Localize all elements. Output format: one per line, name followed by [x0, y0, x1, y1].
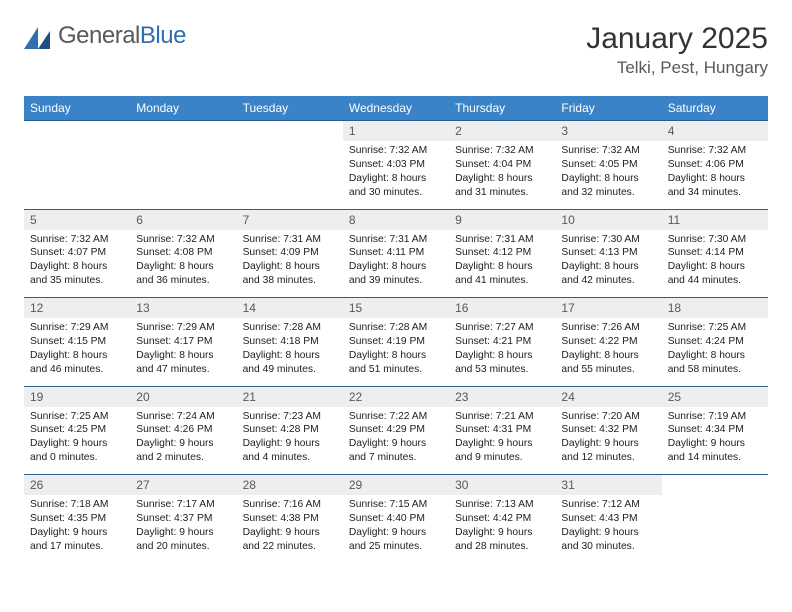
- day-number-row: 567891011: [24, 209, 768, 230]
- title-block: January 2025 Telki, Pest, Hungary: [586, 22, 768, 78]
- day-details-cell: Sunrise: 7:26 AM Sunset: 4:22 PM Dayligh…: [555, 318, 661, 386]
- day-details-cell: [24, 141, 130, 209]
- day-number-cell: 14: [237, 298, 343, 319]
- day-number-row: 19202122232425: [24, 386, 768, 407]
- day-number-cell: 5: [24, 209, 130, 230]
- day-details-cell: Sunrise: 7:27 AM Sunset: 4:21 PM Dayligh…: [449, 318, 555, 386]
- weekday-header: Friday: [555, 96, 661, 121]
- day-details-cell: [237, 141, 343, 209]
- day-details-row: Sunrise: 7:18 AM Sunset: 4:35 PM Dayligh…: [24, 495, 768, 563]
- day-details-cell: Sunrise: 7:29 AM Sunset: 4:17 PM Dayligh…: [130, 318, 236, 386]
- weekday-header: Tuesday: [237, 96, 343, 121]
- day-number-cell: 9: [449, 209, 555, 230]
- day-number-cell: 15: [343, 298, 449, 319]
- day-number-cell: [662, 475, 768, 496]
- day-details-cell: Sunrise: 7:12 AM Sunset: 4:43 PM Dayligh…: [555, 495, 661, 563]
- day-number-cell: 21: [237, 386, 343, 407]
- day-details-cell: Sunrise: 7:23 AM Sunset: 4:28 PM Dayligh…: [237, 407, 343, 475]
- day-details-cell: Sunrise: 7:24 AM Sunset: 4:26 PM Dayligh…: [130, 407, 236, 475]
- day-number-cell: 13: [130, 298, 236, 319]
- day-number-cell: 4: [662, 121, 768, 142]
- day-number-cell: 2: [449, 121, 555, 142]
- day-number-cell: 16: [449, 298, 555, 319]
- day-number-cell: 25: [662, 386, 768, 407]
- day-details-cell: Sunrise: 7:25 AM Sunset: 4:24 PM Dayligh…: [662, 318, 768, 386]
- brand-logo: GeneralBlue: [24, 22, 186, 50]
- day-number-cell: 8: [343, 209, 449, 230]
- day-number-row: 262728293031: [24, 475, 768, 496]
- day-number-cell: [130, 121, 236, 142]
- day-details-cell: Sunrise: 7:32 AM Sunset: 4:05 PM Dayligh…: [555, 141, 661, 209]
- day-details-cell: Sunrise: 7:31 AM Sunset: 4:12 PM Dayligh…: [449, 230, 555, 298]
- day-details-cell: Sunrise: 7:20 AM Sunset: 4:32 PM Dayligh…: [555, 407, 661, 475]
- day-details-cell: [130, 141, 236, 209]
- day-details-cell: Sunrise: 7:32 AM Sunset: 4:06 PM Dayligh…: [662, 141, 768, 209]
- day-details-cell: [662, 495, 768, 563]
- day-details-cell: Sunrise: 7:29 AM Sunset: 4:15 PM Dayligh…: [24, 318, 130, 386]
- day-details-cell: Sunrise: 7:30 AM Sunset: 4:13 PM Dayligh…: [555, 230, 661, 298]
- day-number-cell: [24, 121, 130, 142]
- day-details-cell: Sunrise: 7:13 AM Sunset: 4:42 PM Dayligh…: [449, 495, 555, 563]
- day-details-cell: Sunrise: 7:18 AM Sunset: 4:35 PM Dayligh…: [24, 495, 130, 563]
- day-number-cell: 17: [555, 298, 661, 319]
- brand-text: GeneralBlue: [58, 22, 186, 50]
- day-details-cell: Sunrise: 7:16 AM Sunset: 4:38 PM Dayligh…: [237, 495, 343, 563]
- day-number-cell: 31: [555, 475, 661, 496]
- day-details-cell: Sunrise: 7:32 AM Sunset: 4:08 PM Dayligh…: [130, 230, 236, 298]
- day-number-cell: 18: [662, 298, 768, 319]
- day-number-cell: 10: [555, 209, 661, 230]
- day-details-cell: Sunrise: 7:19 AM Sunset: 4:34 PM Dayligh…: [662, 407, 768, 475]
- day-details-cell: Sunrise: 7:32 AM Sunset: 4:03 PM Dayligh…: [343, 141, 449, 209]
- calendar-table: Sunday Monday Tuesday Wednesday Thursday…: [24, 96, 768, 563]
- day-details-cell: Sunrise: 7:30 AM Sunset: 4:14 PM Dayligh…: [662, 230, 768, 298]
- day-number-cell: 30: [449, 475, 555, 496]
- day-number-cell: 28: [237, 475, 343, 496]
- day-details-cell: Sunrise: 7:31 AM Sunset: 4:11 PM Dayligh…: [343, 230, 449, 298]
- day-number-cell: 3: [555, 121, 661, 142]
- day-number-cell: 11: [662, 209, 768, 230]
- day-details-row: Sunrise: 7:25 AM Sunset: 4:25 PM Dayligh…: [24, 407, 768, 475]
- page-header: GeneralBlue January 2025 Telki, Pest, Hu…: [24, 22, 768, 78]
- day-number-cell: 27: [130, 475, 236, 496]
- day-details-cell: Sunrise: 7:17 AM Sunset: 4:37 PM Dayligh…: [130, 495, 236, 563]
- day-details-row: Sunrise: 7:32 AM Sunset: 4:07 PM Dayligh…: [24, 230, 768, 298]
- logo-icon: [24, 23, 54, 49]
- day-details-cell: Sunrise: 7:22 AM Sunset: 4:29 PM Dayligh…: [343, 407, 449, 475]
- day-number-row: 1234: [24, 121, 768, 142]
- weekday-header: Thursday: [449, 96, 555, 121]
- brand-part1: General: [58, 22, 140, 49]
- weekday-header: Saturday: [662, 96, 768, 121]
- weekday-header: Wednesday: [343, 96, 449, 121]
- day-details-cell: Sunrise: 7:25 AM Sunset: 4:25 PM Dayligh…: [24, 407, 130, 475]
- day-details-cell: Sunrise: 7:28 AM Sunset: 4:18 PM Dayligh…: [237, 318, 343, 386]
- weekday-header: Sunday: [24, 96, 130, 121]
- day-number-row: 12131415161718: [24, 298, 768, 319]
- day-details-cell: Sunrise: 7:21 AM Sunset: 4:31 PM Dayligh…: [449, 407, 555, 475]
- day-number-cell: 24: [555, 386, 661, 407]
- day-details-cell: Sunrise: 7:31 AM Sunset: 4:09 PM Dayligh…: [237, 230, 343, 298]
- weekday-header: Monday: [130, 96, 236, 121]
- day-details-row: Sunrise: 7:29 AM Sunset: 4:15 PM Dayligh…: [24, 318, 768, 386]
- day-number-cell: 19: [24, 386, 130, 407]
- day-details-cell: Sunrise: 7:15 AM Sunset: 4:40 PM Dayligh…: [343, 495, 449, 563]
- day-number-cell: 20: [130, 386, 236, 407]
- day-number-cell: 6: [130, 209, 236, 230]
- day-details-cell: Sunrise: 7:32 AM Sunset: 4:07 PM Dayligh…: [24, 230, 130, 298]
- day-number-cell: 23: [449, 386, 555, 407]
- day-number-cell: 22: [343, 386, 449, 407]
- weekday-header-row: Sunday Monday Tuesday Wednesday Thursday…: [24, 96, 768, 121]
- day-number-cell: 26: [24, 475, 130, 496]
- month-title: January 2025: [586, 22, 768, 56]
- day-details-cell: Sunrise: 7:32 AM Sunset: 4:04 PM Dayligh…: [449, 141, 555, 209]
- day-number-cell: 7: [237, 209, 343, 230]
- day-number-cell: 29: [343, 475, 449, 496]
- day-details-cell: Sunrise: 7:28 AM Sunset: 4:19 PM Dayligh…: [343, 318, 449, 386]
- day-details-row: Sunrise: 7:32 AM Sunset: 4:03 PM Dayligh…: [24, 141, 768, 209]
- day-number-cell: 12: [24, 298, 130, 319]
- brand-part2: Blue: [140, 22, 186, 49]
- location-subtitle: Telki, Pest, Hungary: [586, 58, 768, 78]
- day-number-cell: 1: [343, 121, 449, 142]
- day-number-cell: [237, 121, 343, 142]
